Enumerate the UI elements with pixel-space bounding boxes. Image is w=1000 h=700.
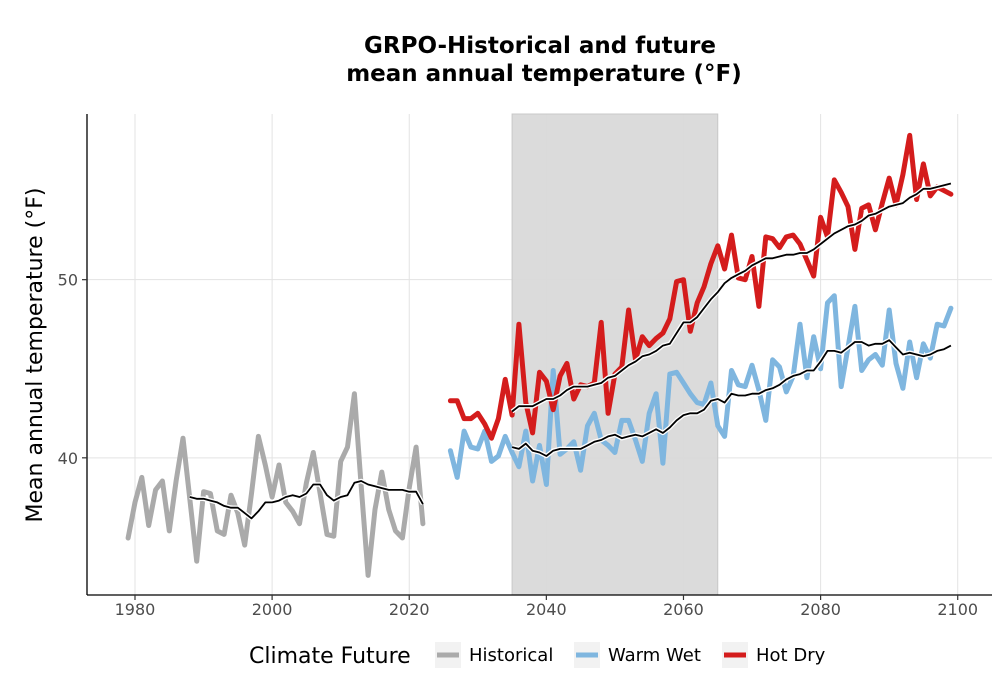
legend-label-hot-dry: Hot Dry bbox=[756, 645, 826, 666]
y-tick-label-50: 50 bbox=[58, 271, 78, 290]
x-tick-label-2000: 2000 bbox=[252, 600, 293, 619]
x-tick-label-2060: 2060 bbox=[663, 600, 704, 619]
rolling-mean-line-4 bbox=[511, 339, 952, 457]
rolling-mean-line-3 bbox=[189, 480, 424, 520]
shaded-period-layer bbox=[511, 113, 719, 596]
x-tick-label-1980: 1980 bbox=[115, 600, 156, 619]
series-line-warm-wet bbox=[447, 293, 954, 487]
x-tick-label-2020: 2020 bbox=[389, 600, 430, 619]
y-tick-label-40: 40 bbox=[58, 449, 78, 468]
legend: Climate Future Historical Warm Wet Hot Dry bbox=[249, 642, 826, 669]
shaded-period bbox=[511, 113, 719, 596]
series-layer bbox=[125, 132, 954, 578]
tick-layer: 1980 2000 2020 2040 2060 2080 2100 40 50 bbox=[58, 271, 978, 619]
x-tick-label-2080: 2080 bbox=[800, 600, 841, 619]
legend-label-warm-wet: Warm Wet bbox=[608, 645, 701, 666]
legend-title: Climate Future bbox=[249, 644, 411, 669]
x-tick-label-2100: 2100 bbox=[937, 600, 978, 619]
x-tick-label-2040: 2040 bbox=[526, 600, 567, 619]
chart-title-line2: mean annual temperature (°F) bbox=[346, 61, 742, 87]
chart-title-line1: GRPO-Historical and future bbox=[364, 33, 716, 59]
rolling-mean-line-5 bbox=[511, 182, 952, 413]
y-axis-title: Mean annual temperature (°F) bbox=[23, 188, 48, 523]
series-line-historical bbox=[125, 391, 426, 578]
series-line-hot-dry bbox=[447, 132, 954, 441]
legend-label-historical: Historical bbox=[469, 645, 553, 666]
